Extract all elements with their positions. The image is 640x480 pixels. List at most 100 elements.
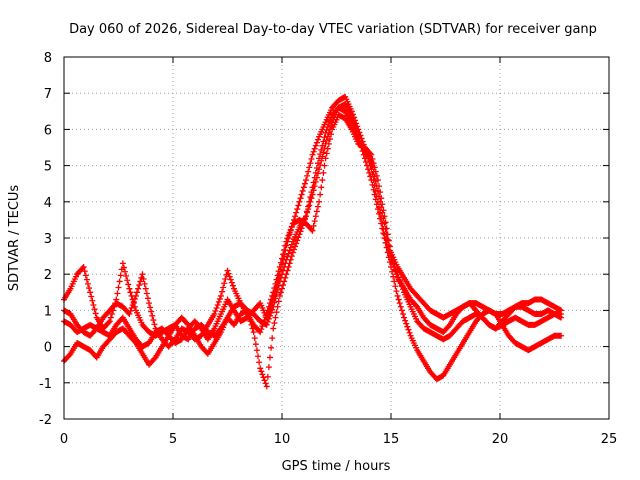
data-point — [312, 142, 319, 149]
data-point — [281, 278, 288, 285]
data-point — [276, 263, 283, 270]
data-point — [398, 283, 405, 290]
data-point — [304, 172, 311, 179]
x-tick-label: 15 — [383, 432, 400, 447]
data-point — [382, 235, 389, 242]
data-point — [92, 326, 99, 333]
data-point — [281, 247, 288, 254]
data-point — [370, 160, 377, 167]
data-point — [359, 138, 366, 145]
data-point — [122, 268, 129, 275]
data-point — [399, 311, 406, 318]
data-point — [314, 136, 321, 143]
data-point — [262, 380, 269, 387]
data-point — [265, 364, 272, 371]
data-point — [197, 324, 204, 331]
data-point — [397, 280, 404, 287]
data-point — [308, 195, 315, 202]
data-point — [445, 323, 452, 330]
data-point — [282, 274, 289, 281]
y-tick-label: 2 — [44, 268, 52, 283]
data-point — [267, 354, 274, 361]
data-point — [222, 276, 229, 283]
data-point — [314, 170, 321, 177]
y-tick-label: 0 — [44, 341, 52, 356]
data-point — [311, 218, 318, 225]
data-point — [314, 203, 321, 210]
data-point — [289, 220, 296, 227]
data-point — [396, 300, 403, 307]
data-point — [371, 164, 378, 171]
data-point — [323, 137, 330, 144]
data-point — [88, 293, 95, 300]
data-point — [251, 335, 258, 342]
data-point — [401, 314, 408, 321]
data-point — [171, 337, 178, 344]
data-point — [313, 208, 320, 215]
data-point — [123, 273, 130, 280]
data-point — [184, 320, 191, 327]
data-point — [326, 136, 333, 143]
y-tick-label: 6 — [44, 123, 52, 138]
data-point — [299, 187, 306, 194]
data-point — [259, 371, 266, 378]
data-point — [147, 304, 154, 311]
data-point — [268, 296, 275, 303]
data-point — [270, 289, 277, 296]
data-points — [61, 93, 565, 390]
data-point — [264, 373, 271, 380]
data-point — [384, 244, 391, 251]
data-point — [356, 129, 363, 136]
data-point — [288, 223, 295, 230]
data-point — [310, 187, 317, 194]
data-point — [357, 132, 364, 139]
data-point — [282, 242, 289, 249]
data-point — [146, 300, 153, 307]
data-point — [269, 292, 276, 299]
data-point — [257, 365, 264, 372]
x-tick-label: 0 — [60, 432, 68, 447]
data-point — [309, 191, 316, 198]
data-point — [272, 280, 279, 287]
data-point — [269, 335, 276, 342]
data-point — [402, 317, 409, 324]
data-point — [284, 267, 291, 274]
data-point — [116, 278, 123, 285]
data-point — [86, 285, 93, 292]
data-point — [295, 234, 302, 241]
data-point — [228, 279, 235, 286]
data-point — [395, 296, 402, 303]
data-point — [259, 323, 266, 330]
data-point — [379, 201, 386, 208]
data-point — [307, 160, 314, 167]
data-point — [226, 273, 233, 280]
data-point — [280, 282, 287, 289]
data-point — [309, 227, 316, 234]
data-point — [83, 276, 90, 283]
data-point — [297, 195, 304, 202]
data-point — [277, 259, 284, 266]
data-point — [288, 241, 295, 248]
series-track-1 — [61, 104, 565, 343]
data-point — [318, 157, 325, 164]
data-point — [136, 282, 143, 289]
data-point — [277, 289, 284, 296]
data-point — [114, 290, 121, 297]
data-point — [379, 220, 386, 227]
data-point — [127, 308, 134, 315]
data-point — [308, 155, 315, 162]
data-point — [364, 151, 371, 158]
data-point — [294, 206, 301, 213]
data-point — [142, 285, 149, 292]
data-point — [150, 317, 157, 324]
data-point — [380, 207, 387, 214]
data-point — [383, 239, 390, 246]
data-point — [285, 263, 292, 270]
data-point — [348, 108, 355, 115]
data-point — [144, 295, 151, 302]
data-point — [213, 304, 220, 311]
data-point — [406, 329, 413, 336]
data-point — [312, 213, 319, 220]
y-tick-label: -1 — [39, 377, 52, 392]
